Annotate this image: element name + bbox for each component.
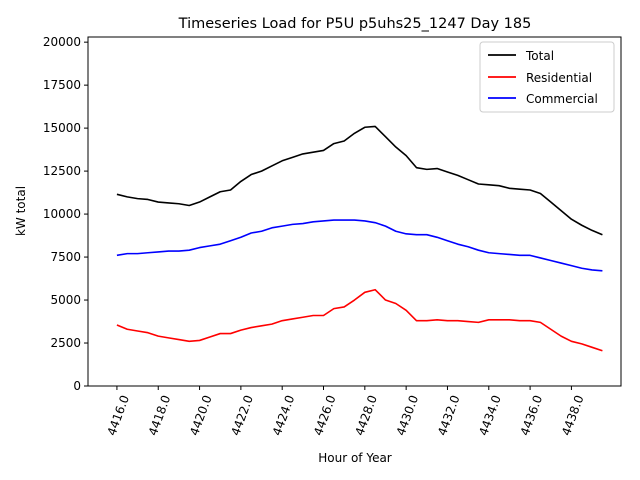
y-tick-label: 0 bbox=[73, 379, 81, 393]
series-line-residential bbox=[116, 288, 603, 352]
y-tick-label: 7500 bbox=[50, 250, 81, 264]
y-tick-label: 20000 bbox=[43, 35, 81, 49]
y-tick-label: 12500 bbox=[43, 164, 81, 178]
legend: Total Residential Commercial bbox=[479, 41, 615, 113]
legend-label-commercial: Commercial bbox=[526, 92, 598, 106]
series-line-total bbox=[116, 125, 603, 236]
y-tick-label: 5000 bbox=[50, 293, 81, 307]
y-axis: 0 2500 5000 7500 10000 12500 15000 17500 20000 bbox=[43, 35, 88, 393]
legend-label-residential: Residential bbox=[526, 71, 592, 85]
y-tick-label: 2500 bbox=[50, 336, 81, 350]
series-line-commercial bbox=[116, 219, 603, 272]
y-tick-label: 10000 bbox=[43, 207, 81, 221]
x-axis-label: Hour of Year bbox=[318, 451, 392, 465]
legend-label-total: Total bbox=[525, 49, 554, 63]
y-tick-label: 17500 bbox=[43, 78, 81, 92]
legend-box bbox=[479, 41, 615, 113]
y-tick-label: 15000 bbox=[43, 121, 81, 135]
plot-frame bbox=[87, 36, 622, 387]
y-axis-label: kW total bbox=[14, 186, 28, 236]
series-group bbox=[116, 125, 603, 352]
chart-title: Timeseries Load for P5U p5uhs25_1247 Day… bbox=[178, 16, 532, 32]
